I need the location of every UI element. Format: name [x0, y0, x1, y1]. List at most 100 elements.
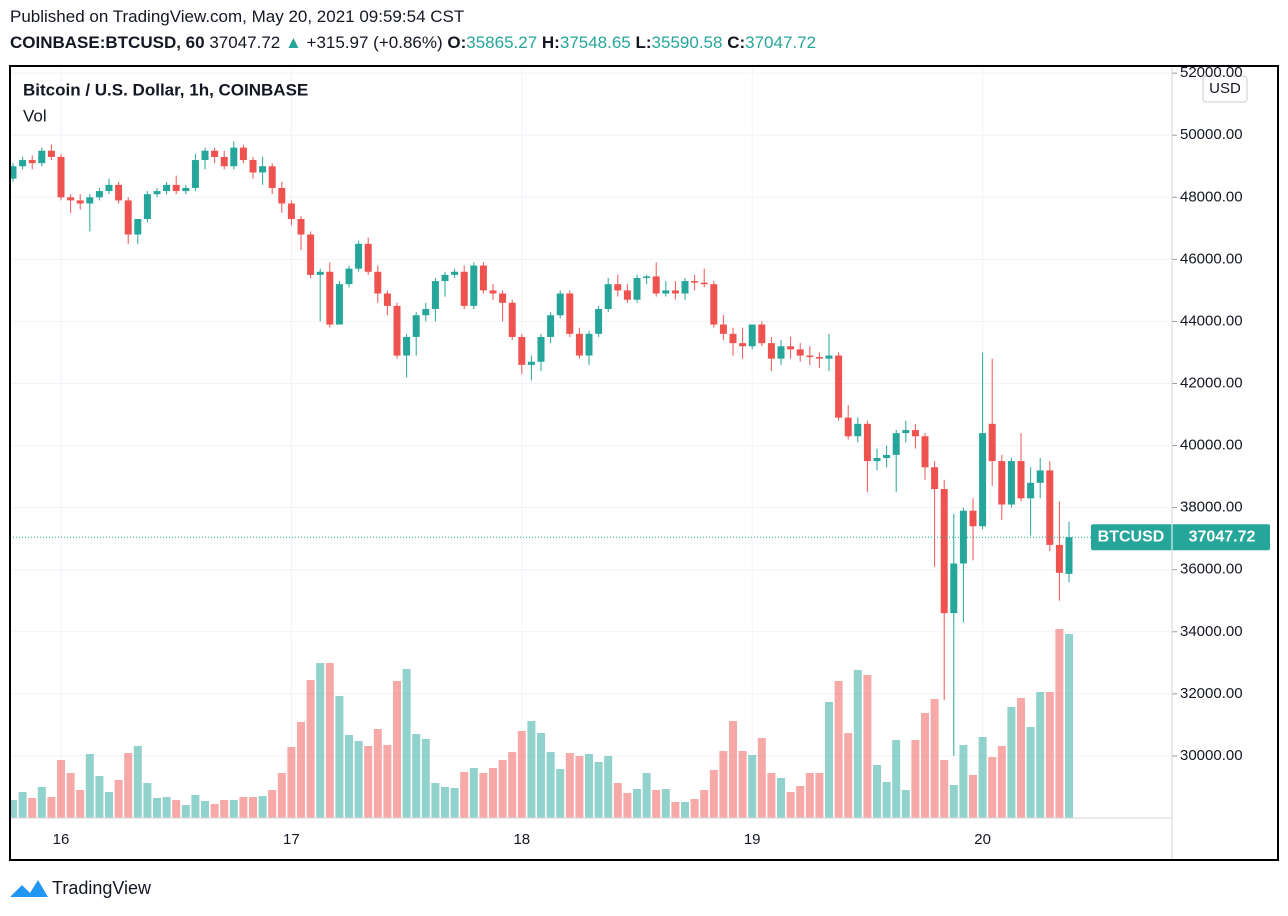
candle-body: [921, 436, 929, 468]
volume-bar: [393, 681, 401, 818]
candle-body: [988, 423, 996, 462]
c-value: 37047.72: [745, 33, 817, 52]
candle-body: [892, 433, 900, 455]
price-tag-name: BTCUSD: [1098, 528, 1165, 545]
candle-body: [585, 333, 593, 356]
volume-bar: [124, 753, 133, 818]
x-tick-label: 17: [283, 831, 300, 848]
candle-body: [470, 265, 478, 306]
candle-body: [115, 184, 123, 201]
volume-bar: [105, 792, 113, 818]
candle-body: [287, 203, 295, 220]
candle-body: [364, 243, 372, 272]
frame: [9, 65, 1279, 861]
last-price: 37047.72: [209, 33, 281, 52]
candle-body: [681, 281, 689, 294]
volume-bar: [172, 800, 181, 818]
y-tick-label: 38000.00: [1180, 499, 1243, 516]
candle-body: [873, 457, 881, 462]
candle-body: [719, 324, 727, 334]
candle-body: [604, 284, 612, 310]
currency-box: [1202, 75, 1248, 103]
volume-bar: [805, 773, 814, 818]
candle-body: [316, 271, 324, 275]
volume-bar: [450, 788, 459, 818]
candle-body: [9, 166, 17, 179]
volume-bar: [537, 733, 545, 818]
candle-body: [191, 160, 199, 188]
candle-body: [518, 336, 526, 365]
published: Published on TradingView.com, May 20, 20…: [10, 7, 465, 26]
candle-body: [335, 284, 343, 325]
candle-body: [211, 150, 219, 157]
candle-body: [220, 156, 228, 167]
volume-bar: [508, 752, 517, 818]
candle-body: [537, 336, 545, 362]
volume-bar: [1065, 634, 1073, 818]
volume-bar: [37, 787, 46, 818]
volume-bar: [911, 740, 920, 818]
candle-body: [710, 284, 718, 325]
volume-bar: [335, 696, 344, 818]
volume-bar: [9, 800, 17, 818]
candle-body: [38, 150, 46, 164]
candle-body: [403, 336, 411, 356]
volume-bar: [1045, 692, 1054, 818]
chart-title: Bitcoin / U.S. Dollar, 1h, COINBASE: [23, 80, 308, 99]
candle-body: [931, 467, 939, 490]
volume-bar: [85, 754, 94, 818]
volume-bar: [28, 798, 37, 818]
y-tick-label: 32000.00: [1180, 685, 1243, 702]
candle-body: [547, 315, 555, 337]
volume-bar: [258, 796, 267, 818]
volume-bar: [844, 733, 853, 818]
volume-bar: [95, 776, 104, 818]
candle-body: [969, 510, 977, 527]
volume-bar: [796, 786, 805, 818]
candle-body: [412, 315, 420, 337]
candle-body: [1065, 537, 1073, 574]
l-label: L:: [635, 33, 652, 52]
o-value: 35865.27: [466, 33, 538, 52]
symbol-line: COINBASE:BTCUSD, 60 37047.72 ▲ +315.97 (…: [10, 33, 816, 53]
candle-body: [1007, 461, 1015, 505]
volume-bar: [901, 790, 910, 818]
y-tick-label: 46000.00: [1180, 250, 1243, 267]
volume-bar: [642, 773, 651, 818]
volume-bar: [969, 775, 977, 818]
volume-bar: [527, 721, 536, 818]
volume-bar: [892, 740, 901, 818]
volume-bar: [681, 802, 689, 818]
candle-body: [345, 268, 353, 285]
candle-body: [844, 417, 852, 437]
candle-body: [691, 281, 699, 283]
currency: USD: [1209, 80, 1241, 97]
volume-bar: [575, 756, 584, 818]
volume-bar: [873, 765, 881, 818]
volume-bar: [441, 787, 449, 818]
candle-body: [527, 361, 535, 365]
candle-body: [489, 290, 497, 294]
x-tick-label: 18: [513, 831, 530, 848]
candle-body: [575, 333, 583, 356]
volume-bar: [57, 760, 65, 818]
candle-body: [134, 219, 142, 235]
volume-bar: [748, 755, 757, 818]
candle-body: [249, 160, 257, 173]
candle-body: [595, 309, 603, 334]
candle-body: [355, 243, 363, 269]
l-value: 35590.58: [651, 33, 723, 52]
candle-body: [499, 293, 507, 303]
volume-bar: [229, 800, 238, 818]
candle-body: [239, 147, 247, 161]
candle-body: [652, 276, 660, 294]
volume-bar: [661, 789, 670, 818]
volume-bar: [498, 760, 507, 818]
candle-body: [883, 454, 891, 458]
candle-body: [105, 184, 113, 192]
volume-bar: [585, 754, 593, 818]
volume-bar: [489, 768, 497, 818]
candle-body: [643, 276, 651, 278]
